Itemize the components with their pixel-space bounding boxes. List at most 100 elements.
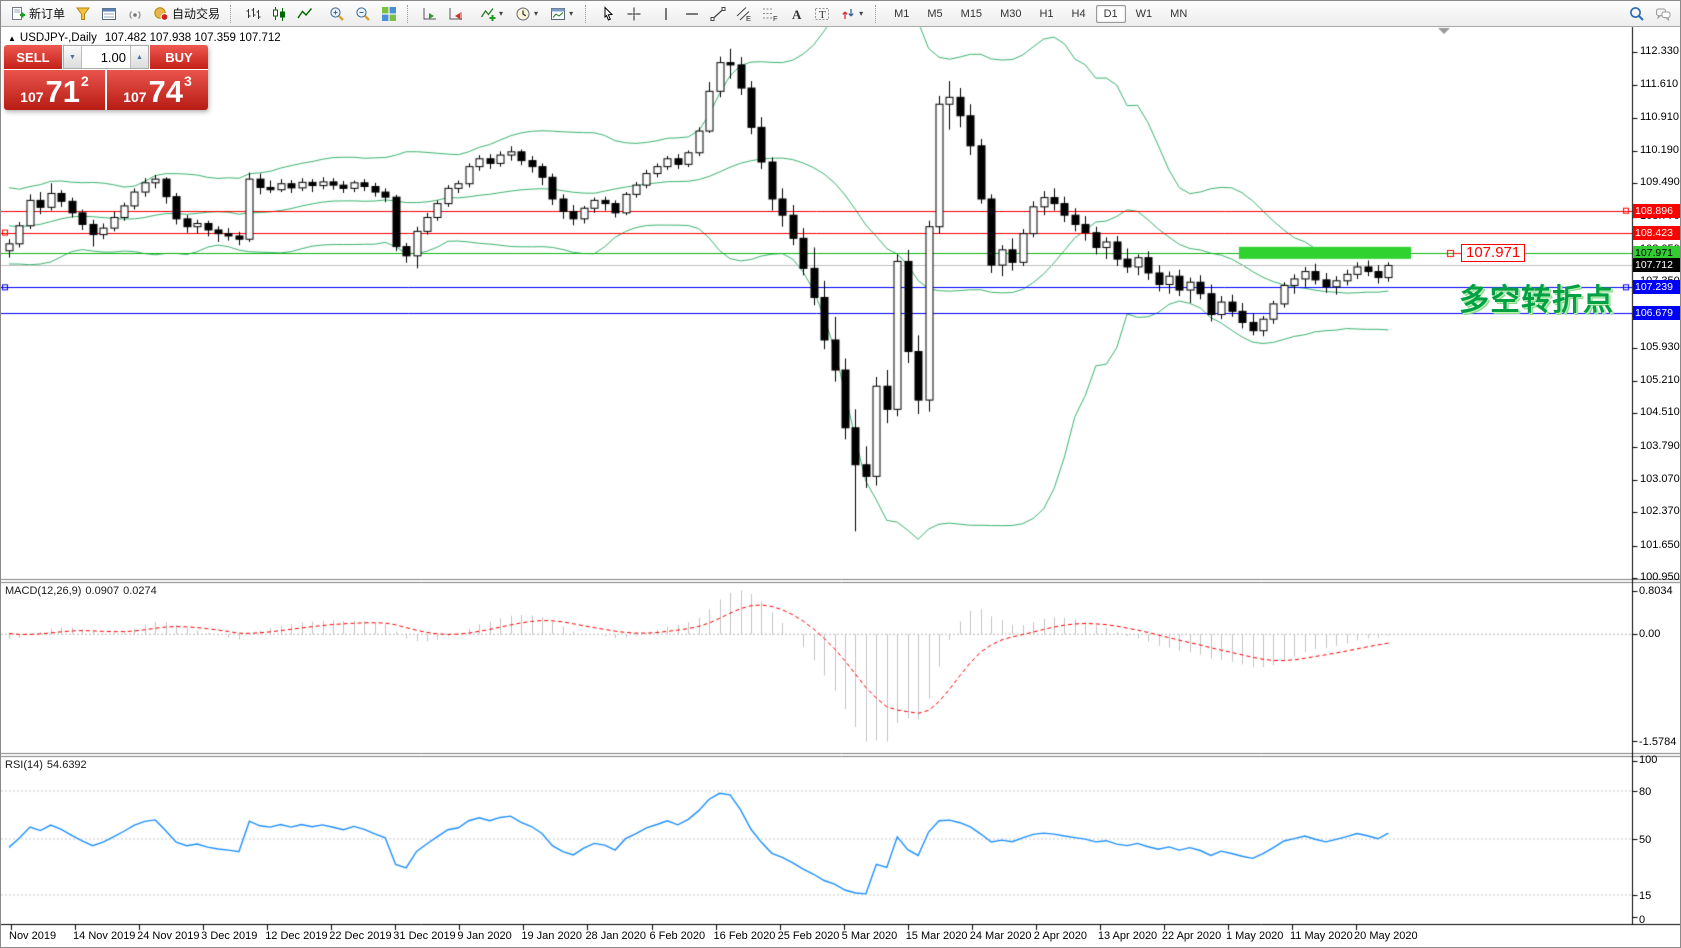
new-order-button[interactable]: 新订单 <box>6 2 69 25</box>
rsi-indicator-label: RSI(14) 54.6392 <box>5 759 91 771</box>
price-axis-tick: 112.330 <box>1640 45 1679 57</box>
macd-scale-zero: 0.00 <box>1639 628 1661 641</box>
bull-bear-turning-point-note[interactable]: 多空转折点 <box>1459 284 1614 318</box>
fibonacci-button[interactable]: F <box>758 2 782 25</box>
vline-icon <box>665 7 667 20</box>
volume-decrease-button[interactable]: ▼ <box>64 46 82 68</box>
sell-price-button[interactable]: 107 71 2 <box>4 70 105 110</box>
templates-icon <box>551 7 566 20</box>
label-button[interactable]: T <box>810 2 834 25</box>
search-button[interactable] <box>1625 2 1649 25</box>
price-axis-tick: 104.510 <box>1640 406 1680 419</box>
rsi-scale-100: 100 <box>1639 754 1658 766</box>
rsi-scale-15: 15 <box>1639 890 1652 902</box>
line-chart-icon <box>297 7 313 18</box>
label-t-icon: T <box>815 7 830 21</box>
price-badge-107.712: 107.712 <box>1633 258 1680 273</box>
timeframe-button-h1[interactable]: H1 <box>1039 7 1054 20</box>
date-axis-label: 14 Nov 2019 <box>73 930 136 942</box>
volume-increase-button[interactable]: ▲ <box>130 46 148 68</box>
tile-windows-icon <box>382 6 397 21</box>
date-axis-label: 15 Mar 2020 <box>905 930 968 942</box>
signals-button[interactable] <box>123 2 147 25</box>
date-axis-label: 16 Feb 2020 <box>713 930 776 942</box>
chat-button[interactable] <box>1651 2 1675 25</box>
timeframe-button-d1[interactable]: D1 <box>1095 4 1126 23</box>
price-axis-tick: 109.490 <box>1640 176 1680 189</box>
periods-button[interactable]: ▾ <box>511 2 544 25</box>
metaeditor-button[interactable] <box>71 2 95 25</box>
trendline-icon <box>710 6 726 21</box>
date-axis-label: 13 Apr 2020 <box>1097 930 1158 942</box>
macd-main-value: 0.0907 <box>85 585 120 597</box>
toolbar-separator <box>230 4 235 23</box>
zoom-out-button[interactable] <box>351 2 375 25</box>
trendline-button[interactable] <box>706 2 730 25</box>
zoom-in-button[interactable] <box>325 2 349 25</box>
date-axis-label: 5 Mar 2020 <box>841 930 898 942</box>
sell-button[interactable]: SELL <box>4 45 62 69</box>
price-annotation-label[interactable]: 107.971 <box>1461 244 1526 263</box>
price-axis-tick: 103.790 <box>1640 439 1680 452</box>
rsi-scale-0: 0 <box>1639 914 1646 926</box>
market-watch-icon <box>102 7 117 20</box>
macd-scale-min: -1.5784 <box>1639 736 1677 748</box>
macd-indicator-label: MACD(12,26,9) 0.0907 0.0274 <box>5 585 161 597</box>
text-a-icon: A <box>792 7 802 22</box>
chart-symbol-title: ▲ USDJPY-,Daily 107.482 107.938 107.359 10… <box>8 32 281 44</box>
price-axis-tick: 100.950 <box>1640 571 1680 584</box>
price-badge-106.679: 106.679 <box>1633 306 1680 321</box>
buy-button[interactable]: BUY <box>150 45 208 69</box>
timeframe-button-m15[interactable]: M15 <box>960 7 983 20</box>
arrows-button[interactable]: ▾ <box>836 2 869 25</box>
dropdown-caret-icon[interactable]: ▾ <box>499 9 504 18</box>
line-chart-button[interactable] <box>293 2 317 25</box>
date-axis-label: 28 Jan 2020 <box>585 930 646 942</box>
cursor-button[interactable] <box>596 2 620 25</box>
market-watch-button[interactable] <box>97 2 121 25</box>
zoom-in-icon <box>330 6 344 21</box>
horizontal-line-button[interactable] <box>680 2 704 25</box>
buy-price-button[interactable]: 107 74 3 <box>107 70 208 110</box>
templates-button[interactable]: ▾ <box>546 2 579 25</box>
indicators-button[interactable]: ▾ <box>476 2 509 25</box>
funnel-icon <box>76 7 91 20</box>
tile-windows-button[interactable] <box>377 2 401 25</box>
chart-shift-button[interactable] <box>444 2 468 25</box>
volume-input[interactable] <box>82 46 130 68</box>
objects-collapse-icon[interactable]: ▲ <box>8 34 16 43</box>
text-button[interactable]: A <box>784 2 808 25</box>
dropdown-caret-icon[interactable]: ▾ <box>534 9 539 18</box>
hline-icon <box>686 12 699 15</box>
toolbar-separator <box>875 4 880 23</box>
timeframe-button-m30[interactable]: M30 <box>1000 7 1022 20</box>
date-axis-label: Nov 2019 <box>9 930 57 942</box>
date-axis-label: 22 Dec 2019 <box>329 930 392 942</box>
candle-chart-button[interactable] <box>267 2 291 25</box>
vertical-line-button[interactable] <box>654 2 678 25</box>
timeframe-button-h4[interactable]: H4 <box>1071 7 1086 20</box>
bar-chart-button[interactable] <box>241 2 265 25</box>
auto-trading-button[interactable]: 自动交易 <box>149 2 224 25</box>
auto-scroll-button[interactable] <box>418 2 442 25</box>
svg-text:A: A <box>792 7 802 22</box>
timeframe-button-m5[interactable]: M5 <box>927 7 943 20</box>
dropdown-caret-icon[interactable]: ▾ <box>859 9 864 18</box>
svg-text:T: T <box>819 9 826 21</box>
crosshair-button[interactable] <box>622 2 646 25</box>
symbol-period-text: USDJPY-,Daily <box>19 32 97 44</box>
cursor-icon <box>604 5 614 21</box>
channel-button[interactable]: E <box>732 2 756 25</box>
price-axis-tick: 110.910 <box>1640 110 1679 123</box>
timeframe-button-m1[interactable]: M1 <box>894 7 910 20</box>
timeframe-button-w1[interactable]: W1 <box>1135 7 1153 20</box>
dropdown-caret-icon[interactable]: ▾ <box>569 9 574 18</box>
timeframe-button-mn[interactable]: MN <box>1170 7 1188 20</box>
date-axis-label: 31 Dec 2019 <box>393 930 456 942</box>
date-axis-label: 12 Dec 2019 <box>265 930 328 942</box>
chat-icon <box>1656 8 1671 21</box>
price-axis-tick: 105.210 <box>1640 374 1680 387</box>
